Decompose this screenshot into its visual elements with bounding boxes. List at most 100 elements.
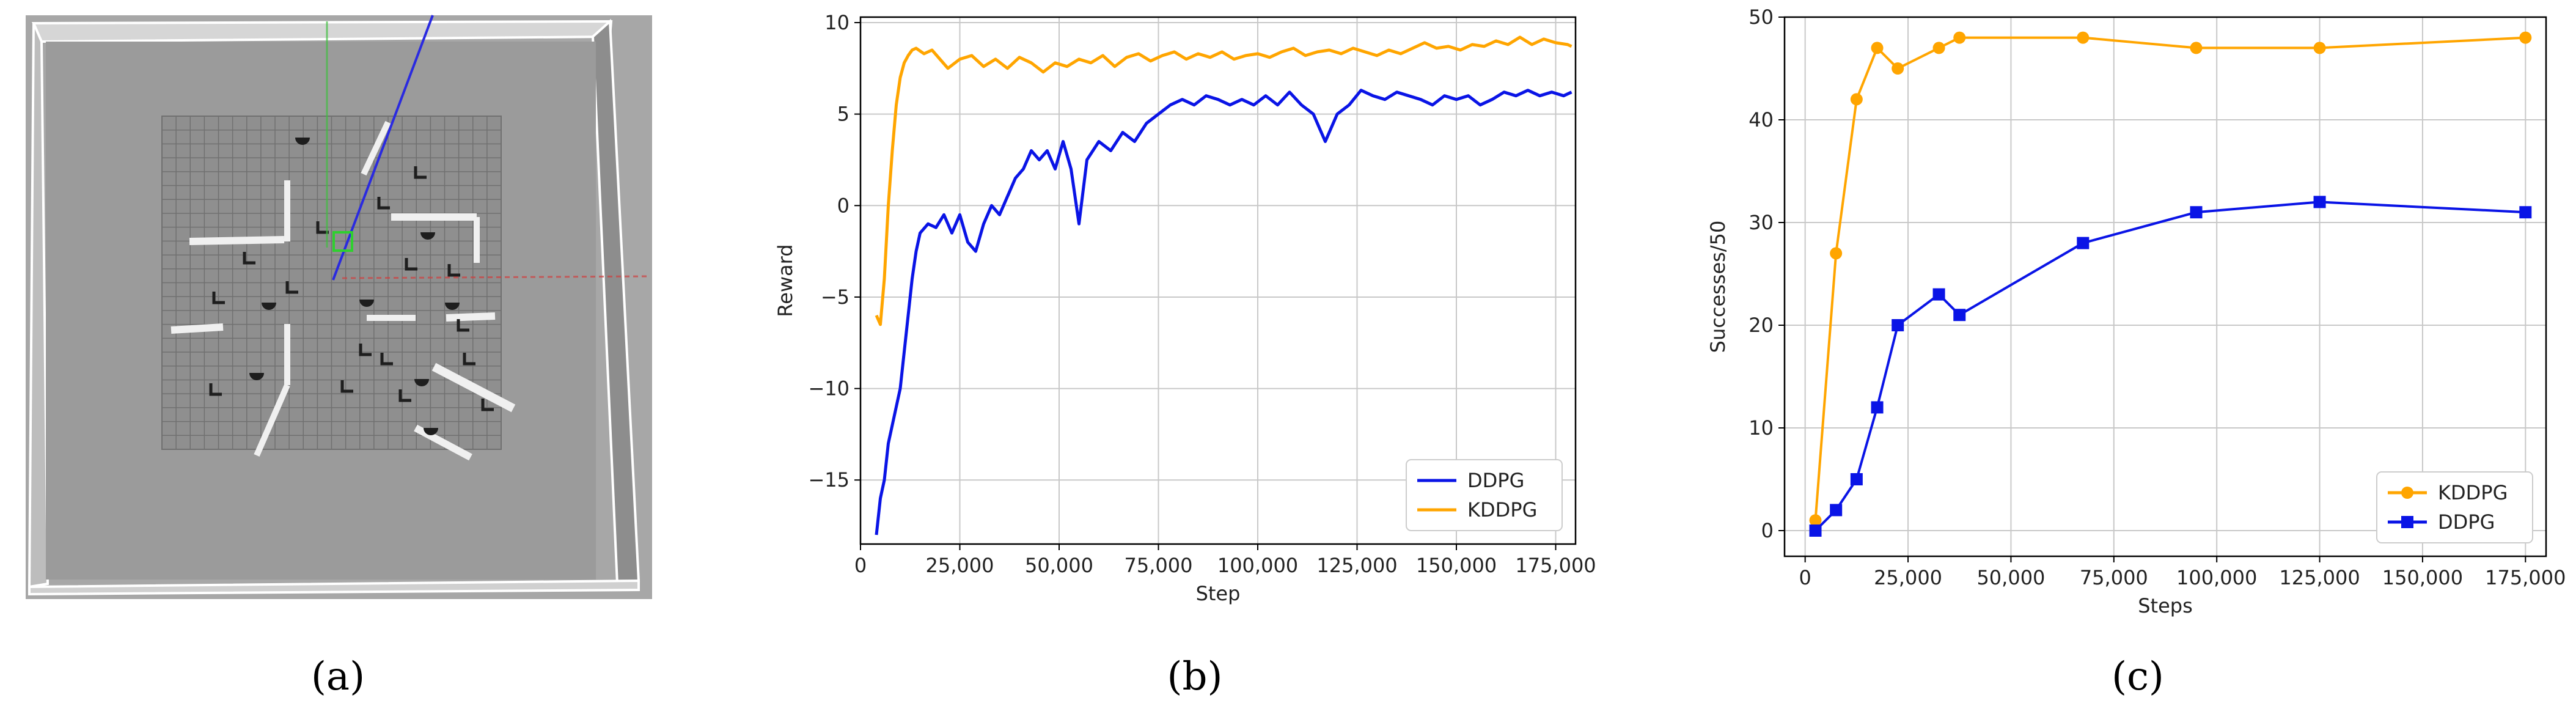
sim-marker-corner <box>209 383 222 396</box>
panel-label-a: (a) <box>311 654 365 699</box>
series-line-kddpg <box>875 35 1572 326</box>
x-tick-label: 150,000 <box>1416 554 1497 577</box>
x-tick-label: 175,000 <box>1515 554 1596 577</box>
sim-wall-left <box>28 23 50 589</box>
sim-marker-corner <box>398 389 411 402</box>
sim-markers <box>209 138 494 435</box>
y-axis-title: Reward <box>774 244 797 317</box>
point-kddpg <box>1850 93 1863 106</box>
sim-grid-floor <box>161 116 502 450</box>
y-tick-label: 40 <box>1749 108 1774 131</box>
x-tick-label: 50,000 <box>1976 566 2045 589</box>
y-tick-label: −5 <box>821 285 849 309</box>
sim-marker-half-circle <box>445 303 460 310</box>
sim-obstacle-bar <box>189 236 285 245</box>
panel-c-successes-chart: 0 25,000 50,000 75,000 100,000 125,000 150,000… <box>1706 6 2566 617</box>
point-ddpg <box>1932 288 1945 301</box>
sim-marker-corner <box>457 319 469 332</box>
sim-obstacle-bar <box>254 384 290 457</box>
sim-marker-half-circle <box>262 303 276 310</box>
sim-marker-half-circle <box>249 373 264 380</box>
y-axis-title: Successes/50 <box>1706 221 1730 353</box>
y-tick-label: 0 <box>1761 519 1774 542</box>
x-tick-label: 25,000 <box>1874 566 1942 589</box>
plot-frame <box>1783 16 2547 558</box>
plot-frame <box>859 16 1577 545</box>
y-tick-label: 10 <box>824 11 849 34</box>
x-tick-label: 0 <box>1799 566 1811 589</box>
sim-marker-corner <box>414 166 427 179</box>
x-tick-label: 125,000 <box>2279 566 2360 589</box>
y-tick-label: −10 <box>808 377 849 400</box>
sim-marker-half-circle <box>420 232 435 240</box>
point-kddpg <box>1953 31 1966 44</box>
point-ddpg <box>2313 196 2326 208</box>
legend-label-kddpg: KDDPG <box>2438 481 2508 504</box>
sim-marker-half-circle <box>424 428 438 435</box>
y-tick-label: 20 <box>1749 314 1774 337</box>
sim-marker-corner <box>316 221 329 234</box>
point-kddpg <box>2077 31 2090 44</box>
legend-label-ddpg: DDPG <box>1467 469 1524 492</box>
x-tick-label: 150,000 <box>2382 566 2463 589</box>
x-tick-label: 25,000 <box>926 554 994 577</box>
y-tick-label: 50 <box>1749 6 1774 29</box>
x-tick-label: 100,000 <box>2176 566 2257 589</box>
sim-marker-corner <box>380 353 393 366</box>
x-tick-label: 75,000 <box>1125 554 1193 577</box>
y-tick-label: 30 <box>1749 211 1774 234</box>
point-kddpg <box>1871 42 1884 54</box>
sim-obstacles <box>171 120 516 461</box>
sim-marker-corner <box>481 399 494 411</box>
legend-label-kddpg: KDDPG <box>1467 498 1537 521</box>
point-ddpg <box>2077 237 2090 249</box>
sim-obstacle-bar <box>446 312 496 322</box>
panel-label-c: (c) <box>2112 654 2164 699</box>
point-kddpg <box>1892 62 1904 75</box>
sim-obstacle-bar <box>414 424 472 461</box>
panel-label-b: (b) <box>1167 654 1223 699</box>
legend-box <box>1406 459 1563 531</box>
sim-marker-corner <box>340 380 353 393</box>
x-tick-label: 50,000 <box>1025 554 1093 577</box>
point-kddpg <box>2313 42 2326 54</box>
sim-obstacle-bar <box>431 362 516 413</box>
point-ddpg <box>2190 206 2203 219</box>
x-tick-label: 0 <box>854 554 867 577</box>
x-tick-label: 175,000 <box>2485 566 2566 589</box>
x-axis-title: Steps <box>2138 594 2193 617</box>
sim-marker-half-circle <box>414 379 429 386</box>
point-ddpg <box>2519 206 2532 219</box>
legend-label-ddpg: DDPG <box>2438 510 2495 534</box>
point-ddpg <box>1892 319 1904 331</box>
point-ddpg <box>1809 524 1822 537</box>
point-ddpg <box>1850 473 1863 485</box>
sim-wall-bottom <box>28 579 640 596</box>
y-tick-label: 0 <box>837 194 849 217</box>
sim-marker-corner <box>212 292 225 304</box>
sim-marker-corner <box>405 258 417 271</box>
y-tick-label: 10 <box>1749 416 1774 440</box>
y-tick-label: 5 <box>837 103 849 126</box>
sim-marker-corner <box>377 197 390 210</box>
series-line-ddpg <box>875 89 1572 535</box>
x-tick-label: 100,000 <box>1217 554 1298 577</box>
x-tick-label: 75,000 <box>2080 566 2148 589</box>
x-axis-title: Step <box>1196 582 1241 605</box>
point-kddpg <box>2519 31 2532 44</box>
sim-marker-corner <box>447 264 460 277</box>
panel-b-reward-chart: 0 25,000 50,000 75,000 100,000 125,000 150,000… <box>774 11 1596 605</box>
legend-marker <box>2401 487 2413 499</box>
legend-box <box>2376 471 2533 543</box>
point-kddpg <box>1932 42 1945 54</box>
panel-a-simulation-image <box>26 15 652 599</box>
sim-marker-corner <box>359 344 372 356</box>
sim-obstacle-bar <box>361 120 391 176</box>
sim-robot <box>332 231 353 252</box>
sim-axis-blue <box>332 15 434 281</box>
point-ddpg <box>1830 504 1843 517</box>
point-kddpg <box>1830 247 1843 260</box>
sim-marker-corner <box>285 281 298 294</box>
y-tick-label: −15 <box>808 468 849 491</box>
